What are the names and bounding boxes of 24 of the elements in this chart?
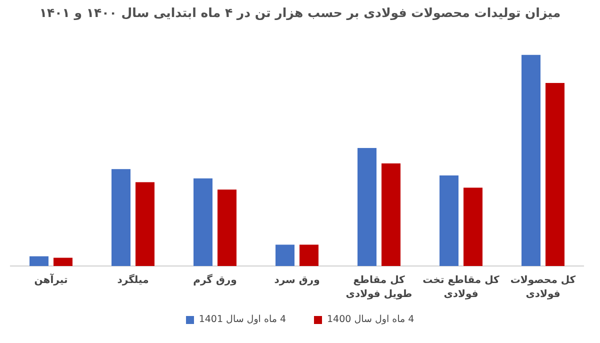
legend-label: 4 ماه اول سال 1401 xyxy=(198,314,286,325)
bar xyxy=(522,54,540,266)
x-tick-label: کل مقاطع تخت فولادی xyxy=(422,274,500,302)
bar xyxy=(276,244,294,266)
legend-label: 4 ماه اول سال 1400 xyxy=(327,314,414,325)
x-tick-label: میلگرد xyxy=(116,274,150,288)
bar xyxy=(218,190,236,266)
bar xyxy=(358,148,376,266)
bar xyxy=(440,175,458,266)
x-tick-label: کل محصولات فولادی xyxy=(509,274,577,302)
bar xyxy=(30,256,48,266)
bar xyxy=(136,182,154,266)
bar xyxy=(112,169,130,266)
bar xyxy=(54,258,72,266)
bar xyxy=(546,82,564,266)
x-tick-label: ورق سرد xyxy=(273,274,321,288)
chart-title: میزان تولیدات محصولات فولادی بر حسب هزار تن در ۴ ماه ابتدایی سال ۱۴۰۰ و ۱۴۰۱ xyxy=(38,5,562,20)
x-tick-label: کل مقاطع طویل فولادی xyxy=(344,274,414,302)
x-tick-label: ورق گرم xyxy=(192,274,238,288)
bar xyxy=(464,188,482,266)
bar xyxy=(382,163,400,266)
bar xyxy=(194,178,212,266)
x-tick-label: تیرآهن xyxy=(33,274,69,288)
bar xyxy=(300,244,318,266)
